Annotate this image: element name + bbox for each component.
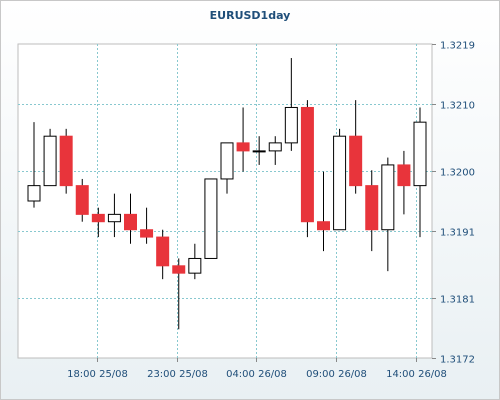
candle-body-up <box>413 121 427 187</box>
candle-body-down <box>140 229 154 238</box>
y-tick-label: 1.3172 <box>440 355 475 366</box>
y-tick-label: 1.3181 <box>440 295 475 306</box>
candle-body-down <box>156 236 170 267</box>
candle-body-up <box>204 178 218 259</box>
candle-body-up <box>188 257 202 274</box>
x-tick-label: 18:00 25/08 <box>67 369 128 380</box>
candle-body-up <box>333 135 347 231</box>
candle-body-up <box>107 213 121 223</box>
x-tick-label: 14:00 26/08 <box>386 369 447 380</box>
candle-body-down <box>236 142 250 152</box>
candle-body-up <box>220 142 234 180</box>
x-tick-label: 04:00 26/08 <box>226 369 287 380</box>
candle-body-up <box>43 135 57 187</box>
candle-body-up <box>27 185 41 202</box>
y-tick-label: 1.3210 <box>440 101 475 112</box>
y-tick-label: 1.3219 <box>440 41 475 52</box>
candle-body-down <box>75 185 89 215</box>
candle-body-down <box>349 135 363 187</box>
candle-body-up <box>252 150 266 153</box>
candle-body-down <box>91 213 105 223</box>
candle-body-down <box>300 106 314 223</box>
candle-body-up <box>284 106 298 144</box>
candle-body-down <box>365 185 379 231</box>
candle-body-down <box>59 135 73 187</box>
candle-body-down <box>397 164 411 187</box>
candle-body-down <box>172 265 186 274</box>
chart-title: EURUSD1day <box>209 9 291 22</box>
x-tick-label: 09:00 26/08 <box>306 369 367 380</box>
y-tick-label: 1.3191 <box>440 228 475 239</box>
candle-body-down <box>124 213 137 231</box>
y-tick-label: 1.3200 <box>440 168 475 179</box>
candle-body-up <box>268 142 282 152</box>
candle-body-up <box>381 164 395 231</box>
candle-body-down <box>317 221 330 231</box>
x-tick-label: 23:00 25/08 <box>147 369 208 380</box>
